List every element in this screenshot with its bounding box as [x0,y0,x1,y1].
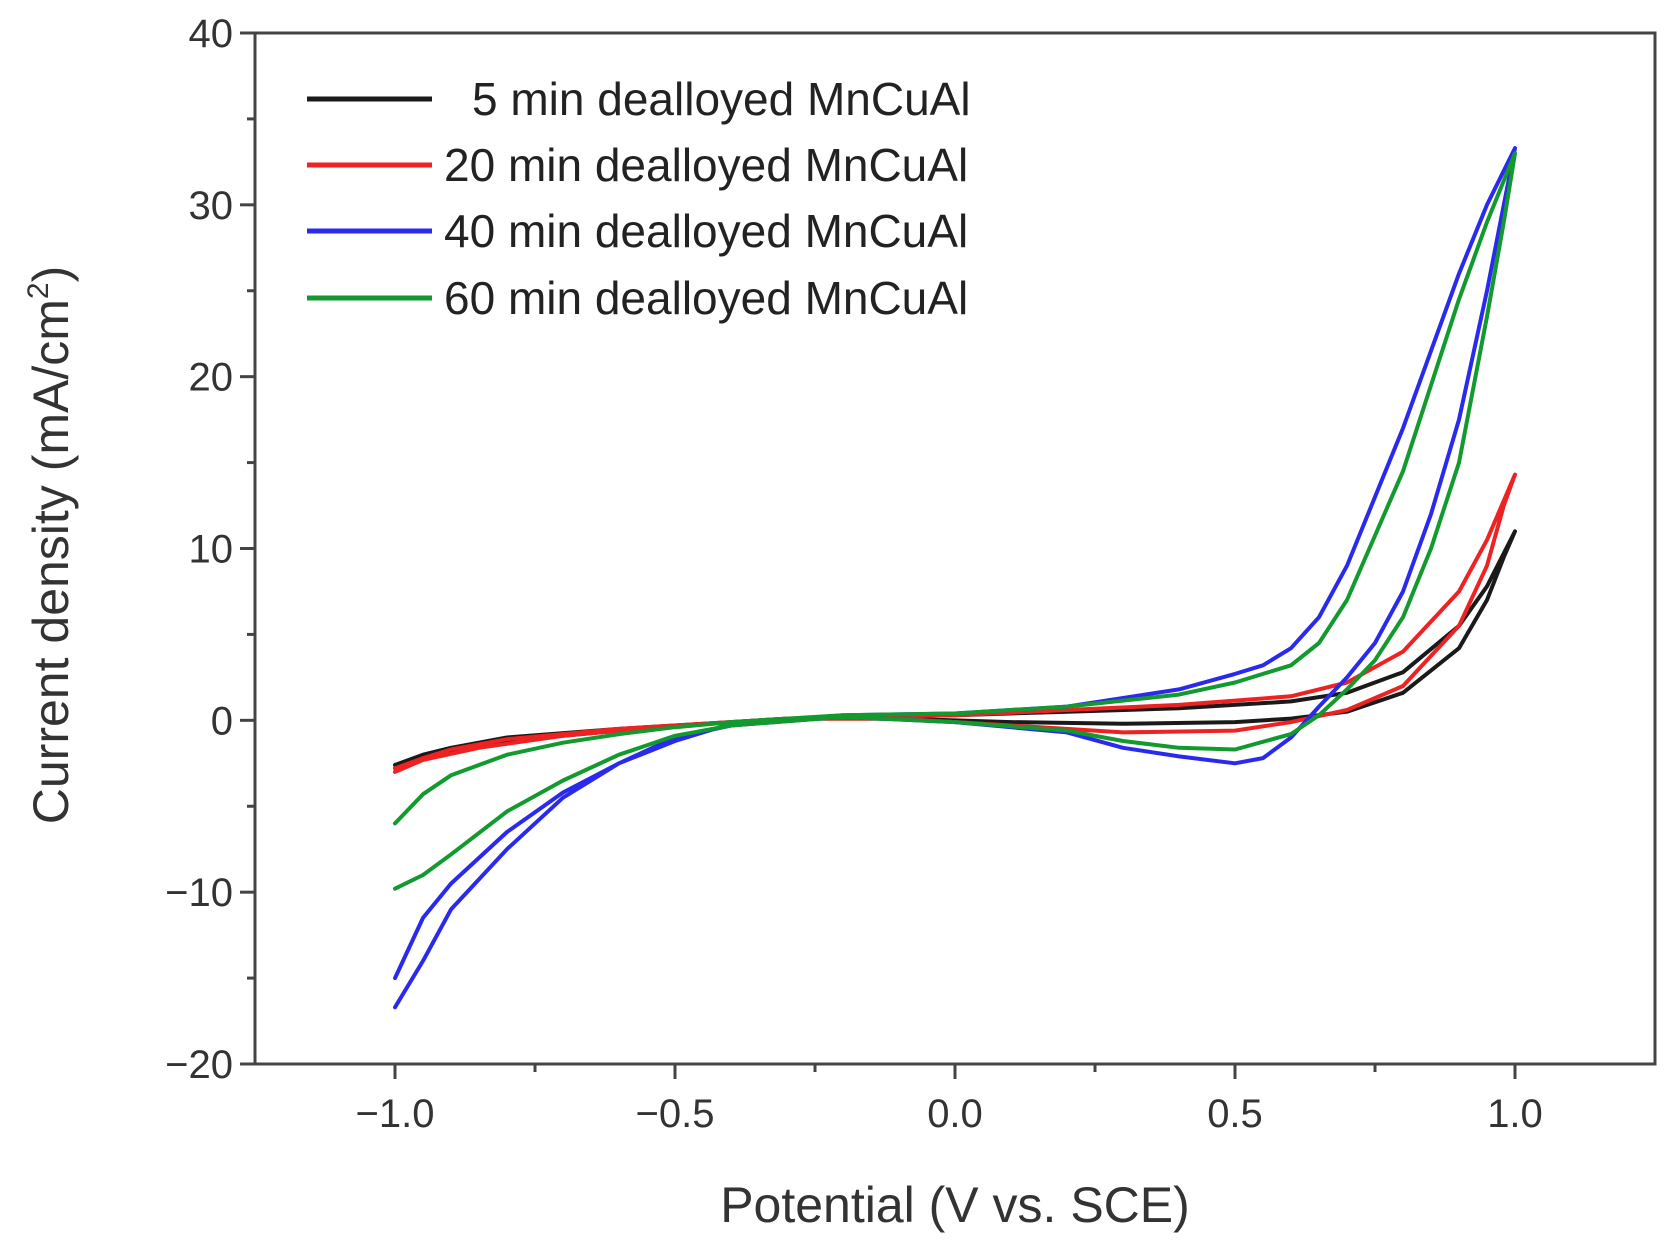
series-line-3 [393,151,1517,891]
legend-entry: 5 min dealloyed MnCuAl [307,73,971,125]
x-axis-ticks: −1.0 −0.5 0.0 0.5 1.0 [356,1064,1543,1136]
series-line-1 [393,472,1517,774]
legend-entry: 40 min dealloyed MnCuAl [307,205,968,257]
y-axis-title: Current density (mA/cm2) [22,266,79,824]
legend-entry: 60 min dealloyed MnCuAl [307,272,968,324]
legend-entry: 20 min dealloyed MnCuAl [307,139,968,191]
y-tick-label: 30 [189,184,234,228]
x-tick-label: 1.0 [1487,1092,1543,1136]
y-tick-label: 0 [211,699,233,743]
legend: 5 min dealloyed MnCuAl 20 min dealloyed … [307,73,971,324]
y-tick-label: −20 [165,1043,233,1087]
legend-label-5min: 5 min dealloyed MnCuAl [472,73,971,125]
x-tick-label: −0.5 [636,1092,715,1136]
x-axis-title: Potential (V vs. SCE) [720,1177,1190,1233]
y-tick-label: 10 [189,528,234,572]
series-curves [393,146,1517,1010]
x-tick-label: 0.0 [927,1092,983,1136]
legend-label-40min: 40 min dealloyed MnCuAl [444,205,968,257]
y-tick-label: 20 [189,356,234,400]
legend-label-20min: 20 min dealloyed MnCuAl [444,139,968,191]
y-tick-label: −10 [165,871,233,915]
x-tick-label: 0.5 [1207,1092,1263,1136]
y-axis-ticks: −20 −10 0 10 20 30 40 [165,12,255,1087]
y-tick-label: 40 [189,12,234,56]
x-tick-label: −1.0 [356,1092,435,1136]
legend-label-60min: 60 min dealloyed MnCuAl [444,272,968,324]
